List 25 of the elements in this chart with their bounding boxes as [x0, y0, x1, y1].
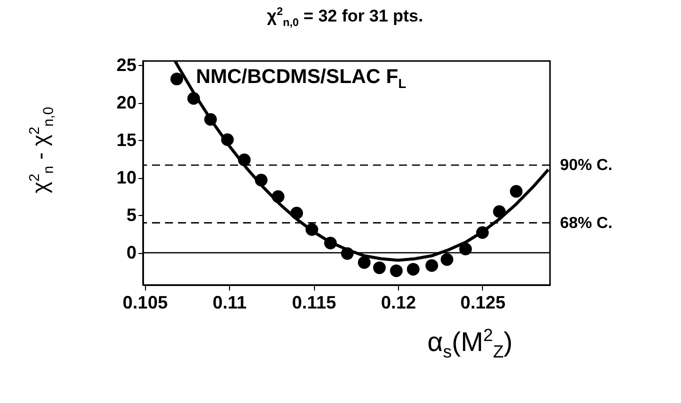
point: [358, 256, 371, 269]
ref-line-label: 90% C.: [560, 157, 612, 174]
annotation: NMC/BCDMS/SLAC F$_{L}$: [196, 66, 406, 91]
y-tick-label: 0: [126, 242, 136, 262]
x-axis-title: α$_{s}$(M$^{2}$$_{Z}$): [427, 325, 513, 362]
y-tick-label: 5: [126, 204, 136, 225]
x-tick-label: 0.12: [380, 292, 416, 312]
x-tick-label: 0.105: [122, 292, 168, 312]
ref-line-label: 68% C.: [560, 214, 612, 232]
point: [170, 72, 184, 86]
point: [373, 261, 386, 274]
x-tick-label: 0.115: [292, 292, 336, 312]
point: [459, 242, 472, 256]
y-tick-label: 20: [116, 92, 136, 112]
point: [440, 253, 454, 266]
y-tick-label: 10: [116, 167, 136, 188]
point: [406, 262, 420, 276]
point: [390, 264, 403, 278]
y-tick-label: 25: [116, 54, 136, 75]
point: [510, 185, 523, 198]
point: [425, 259, 438, 272]
y-tick-label: 15: [116, 130, 136, 150]
chart-title: χ$^{2}$$_{n,0}$ = 32 for 31 pts.: [266, 6, 424, 30]
x-tick-label: 0.125: [460, 292, 506, 312]
x-tick-label: 0.11: [212, 292, 247, 312]
